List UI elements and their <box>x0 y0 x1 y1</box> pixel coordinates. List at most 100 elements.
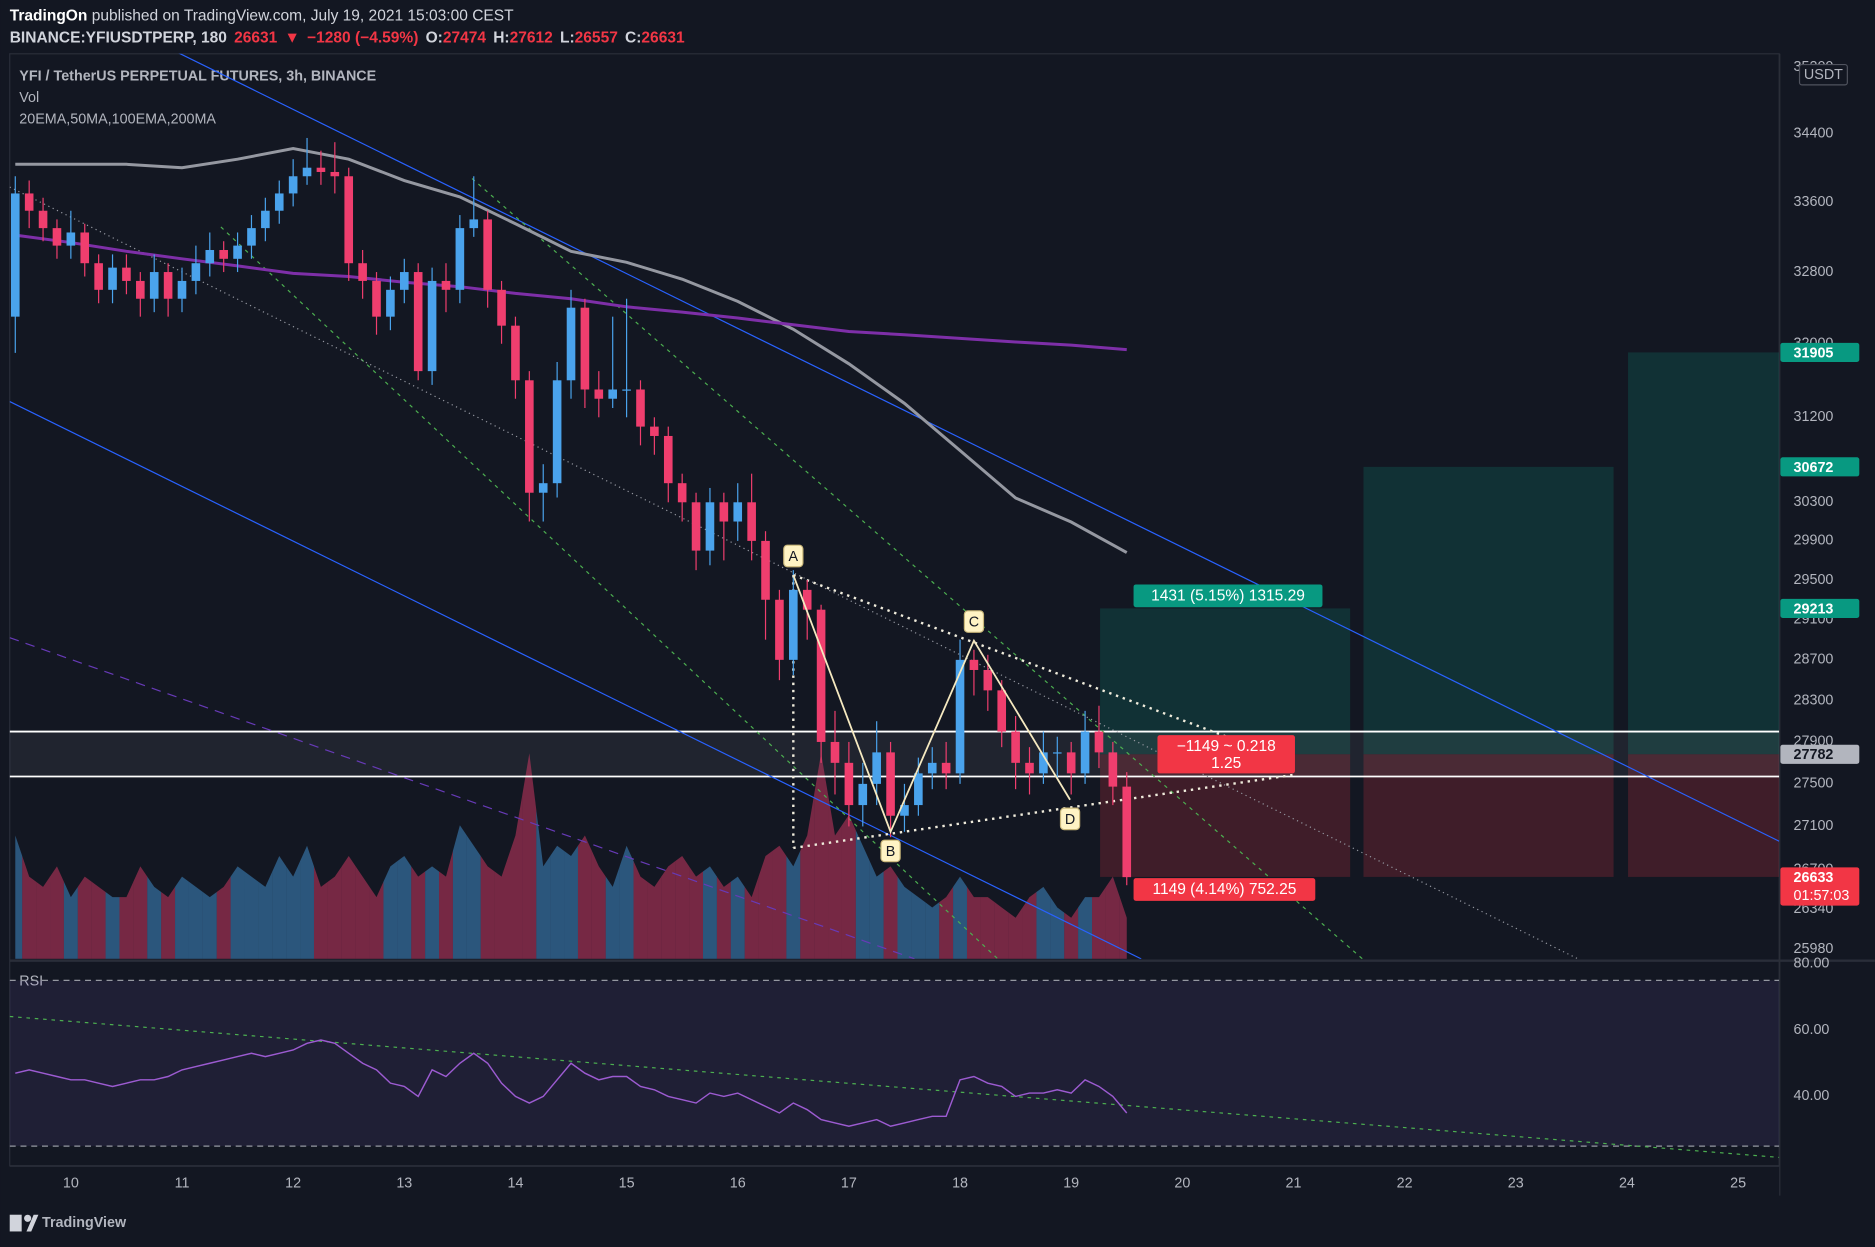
volume <box>855 830 870 959</box>
volume <box>1078 897 1093 959</box>
candle-body <box>413 272 423 372</box>
volume <box>369 881 384 959</box>
candle-body <box>955 659 965 774</box>
volume <box>105 892 120 959</box>
candle-body <box>580 307 590 390</box>
rsi-line <box>15 1039 1128 1127</box>
trend-line <box>793 773 1297 850</box>
volume <box>522 753 537 959</box>
candle-body <box>900 805 909 816</box>
volume <box>925 902 940 959</box>
candle-body <box>677 483 687 503</box>
target-zone <box>1363 466 1614 755</box>
ratio-label: 1.25 <box>1211 755 1241 772</box>
rsi-trend-line <box>9 1015 1780 1159</box>
volume <box>36 876 51 959</box>
x-tick-label: 10 <box>63 1175 79 1191</box>
header-piece: −1280 (−4.59%) <box>307 29 418 46</box>
x-tick-label: 22 <box>1397 1175 1413 1191</box>
x-tick-label: 17 <box>841 1175 857 1191</box>
volume <box>147 876 162 959</box>
header-piece: 26631 <box>234 29 278 46</box>
candle-body <box>789 589 798 660</box>
volume <box>953 876 967 959</box>
candle-body <box>663 435 673 484</box>
rsi-label: RSI <box>19 973 43 989</box>
volume <box>1022 892 1037 959</box>
volume <box>411 866 426 959</box>
candle-body <box>52 228 62 246</box>
volume <box>675 856 690 959</box>
candle-body <box>386 289 395 317</box>
candle-body <box>1108 752 1118 787</box>
x-tick-label: 15 <box>619 1175 635 1191</box>
y-tick-label: 32800 <box>1794 264 1834 280</box>
stop-zone <box>1628 754 1780 877</box>
pattern-label-box <box>880 839 901 863</box>
volume <box>897 876 912 959</box>
candle-body <box>844 762 854 806</box>
ratio-label: −1149 ~ 0.218 <box>1177 738 1276 755</box>
volume <box>647 876 662 959</box>
chart-title: YFI / TetherUS PERPETUAL FUTURES, 3h, BI… <box>19 68 376 84</box>
candle-body <box>427 280 437 372</box>
price-badge <box>1780 744 1860 764</box>
pattern-label-box <box>963 610 985 633</box>
volume <box>980 897 995 959</box>
candle-body <box>399 272 409 290</box>
candle-body <box>872 752 881 784</box>
volume <box>633 861 648 959</box>
volume <box>22 856 37 959</box>
legend-line: Vol <box>19 90 39 106</box>
pattern-label: D <box>1065 812 1075 828</box>
candle-body <box>483 219 492 290</box>
pattern-line <box>792 574 1071 835</box>
candle-body <box>511 325 520 381</box>
candle-body <box>10 193 20 317</box>
volume <box>564 845 578 959</box>
price-badge-label: 26633 <box>1794 870 1834 886</box>
volume <box>397 856 412 959</box>
candle-body <box>441 280 451 290</box>
pattern-label-box <box>1059 807 1081 831</box>
candle-body <box>802 589 812 610</box>
candle-body <box>816 609 826 742</box>
volume <box>425 866 440 959</box>
logo-icon <box>24 1214 32 1222</box>
price-badge-countdown: 01:57:03 <box>1794 888 1850 904</box>
candle-body <box>914 773 923 806</box>
volume <box>313 866 328 959</box>
volume <box>439 850 453 959</box>
logo-icon <box>26 1214 39 1232</box>
y-tick-label: 25980 <box>1794 941 1834 957</box>
header-piece: 27612 <box>510 29 554 46</box>
price-badge-label: 30672 <box>1794 460 1834 476</box>
volume <box>730 876 745 959</box>
candle-body <box>122 267 131 281</box>
price-badge <box>1780 342 1860 362</box>
volume <box>216 876 231 959</box>
x-tick-label: 13 <box>396 1175 412 1191</box>
volume <box>63 881 78 959</box>
ratio-label-box <box>1157 735 1295 774</box>
candle-body <box>650 426 659 436</box>
y-tick-label: 28300 <box>1794 692 1834 708</box>
trend-line <box>220 226 999 959</box>
candle-body <box>927 762 937 774</box>
volume <box>133 866 148 959</box>
candle-body <box>1039 752 1048 774</box>
candle-body <box>455 228 465 290</box>
candle-body <box>205 250 215 264</box>
candle-body <box>108 267 117 290</box>
candle-body <box>177 280 187 299</box>
logo-icon <box>9 1214 22 1232</box>
x-tick-label: 21 <box>1286 1175 1302 1191</box>
target-label-box <box>1133 584 1323 608</box>
volume <box>77 876 92 959</box>
volume <box>619 845 634 959</box>
currency: USDT <box>1804 67 1843 83</box>
volume <box>327 866 342 959</box>
candle-body <box>886 752 895 816</box>
volume <box>550 845 565 959</box>
